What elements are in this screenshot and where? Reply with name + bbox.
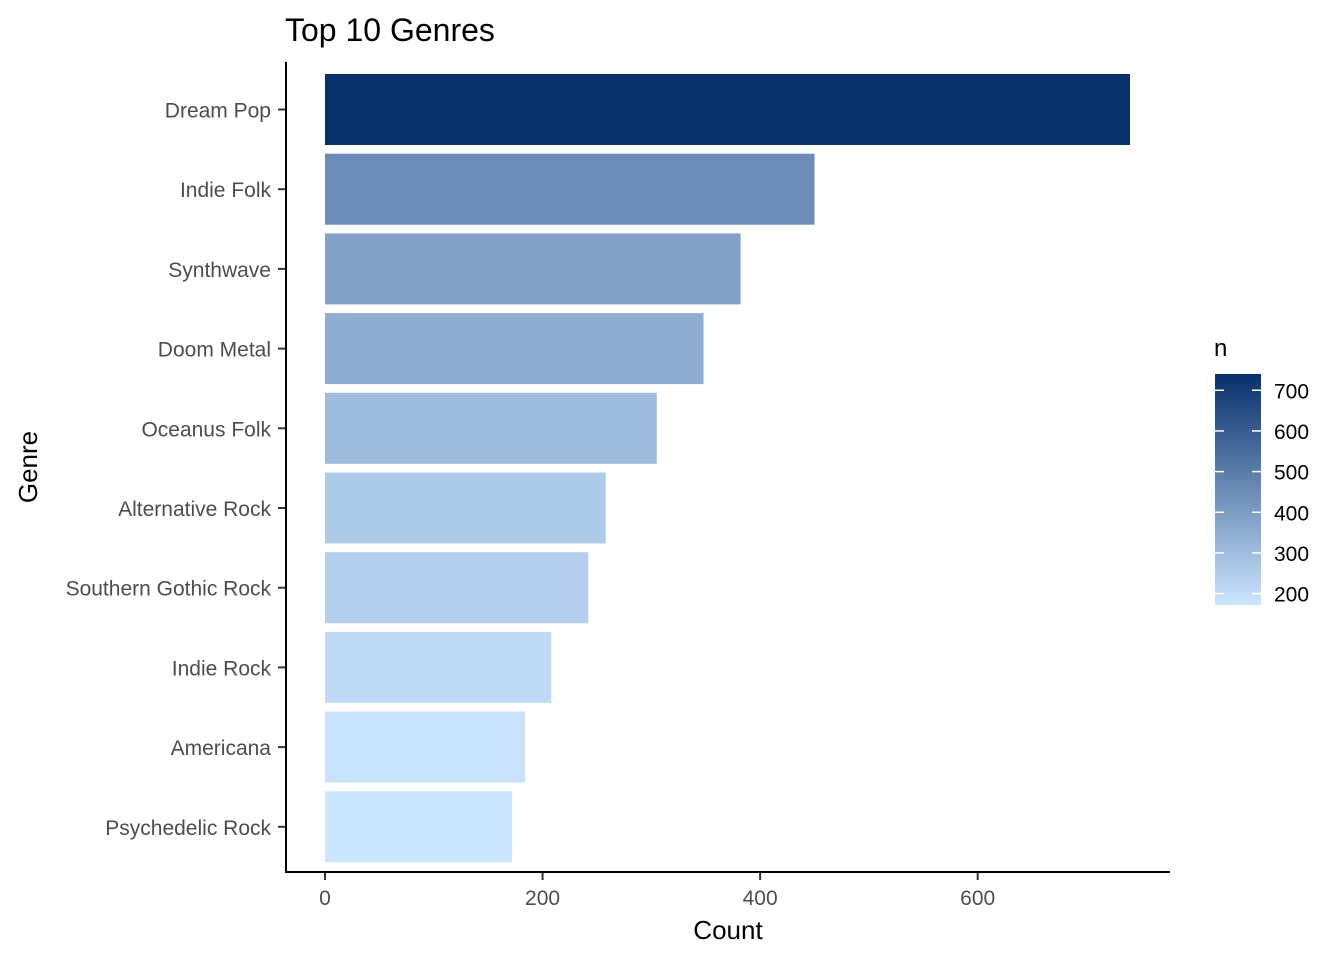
legend-title: n — [1214, 335, 1227, 362]
x-tick-label-400: 400 — [743, 887, 778, 910]
y-tick-label-indie-rock: Indie Rock — [172, 657, 272, 680]
legend-ticks: 200 300 400 500 600 700 — [1215, 380, 1309, 607]
x-tick-label-200: 200 — [525, 887, 560, 910]
y-axis-ticks: Dream Pop Indie Folk Synthwave Doom Metal Oc… — [66, 100, 286, 840]
color-legend: n 200 300 400 500 600 700 — [1214, 335, 1309, 607]
bar-indie-rock — [325, 631, 552, 703]
y-axis-title: Genre — [13, 431, 43, 503]
bar-indie-folk — [325, 153, 815, 225]
x-tick-label-600: 600 — [960, 887, 995, 910]
legend-label-200: 200 — [1274, 584, 1309, 607]
bar-synthwave — [325, 233, 741, 305]
legend-colorbar — [1215, 374, 1261, 605]
x-tick-label-0: 0 — [319, 887, 331, 910]
chart-title: Top 10 Genres — [285, 12, 495, 48]
y-tick-label-southern-gothic-rock: Southern Gothic Rock — [66, 578, 272, 601]
bar-southern-gothic-rock — [325, 552, 589, 624]
bars-group — [325, 74, 1130, 863]
bar-psychedelic-rock — [325, 791, 513, 863]
y-tick-label-oceanus-folk: Oceanus Folk — [141, 418, 271, 441]
x-axis-ticks: 0 200 400 600 — [319, 872, 995, 910]
bar-americana — [325, 711, 526, 783]
y-tick-label-doom-metal: Doom Metal — [158, 339, 271, 362]
bar-oceanus-folk — [325, 392, 657, 464]
legend-label-600: 600 — [1274, 421, 1309, 444]
legend-label-700: 700 — [1274, 380, 1309, 403]
y-tick-label-indie-folk: Indie Folk — [180, 179, 272, 202]
y-tick-label-synthwave: Synthwave — [168, 259, 271, 282]
bar-alternative-rock — [325, 472, 606, 544]
y-tick-label-alternative-rock: Alternative Rock — [118, 498, 271, 521]
legend-label-400: 400 — [1274, 502, 1309, 525]
y-tick-label-americana: Americana — [171, 737, 272, 760]
legend-label-500: 500 — [1274, 462, 1309, 485]
y-tick-label-psychedelic-rock: Psychedelic Rock — [105, 817, 271, 840]
x-axis-title: Count — [693, 915, 763, 945]
legend-label-300: 300 — [1274, 543, 1309, 566]
bar-dream-pop — [325, 74, 1130, 145]
y-tick-label-dream-pop: Dream Pop — [165, 100, 271, 123]
bar-doom-metal — [325, 313, 704, 385]
